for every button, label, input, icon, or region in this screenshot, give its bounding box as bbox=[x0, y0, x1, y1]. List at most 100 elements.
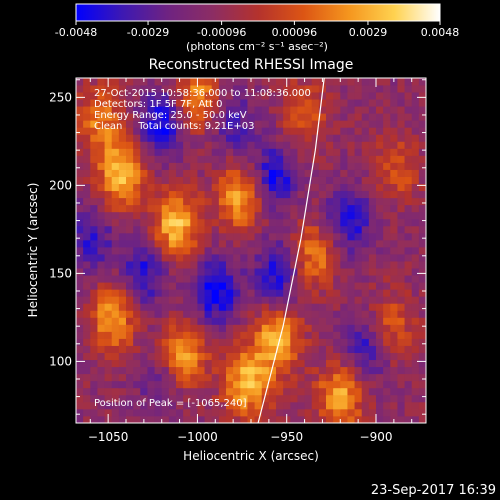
heatmap-cell bbox=[240, 394, 248, 403]
heatmap-cell bbox=[211, 408, 220, 417]
heatmap-cell bbox=[347, 197, 355, 206]
heatmap-cell bbox=[211, 225, 220, 234]
heatmap-cell bbox=[83, 324, 91, 332]
heatmap-cell bbox=[418, 134, 426, 142]
heatmap-cell bbox=[340, 197, 348, 206]
heatmap-cell bbox=[368, 387, 377, 396]
heatmap-cell bbox=[226, 85, 234, 93]
heatmap-cell bbox=[83, 261, 91, 269]
heatmap-cell bbox=[390, 387, 398, 396]
heatmap-cell bbox=[304, 331, 313, 339]
heatmap-cell bbox=[368, 155, 377, 163]
heatmap-cell bbox=[233, 261, 241, 269]
heatmap-cell bbox=[197, 324, 205, 332]
heatmap-cell bbox=[118, 324, 127, 332]
heatmap-cell bbox=[168, 282, 177, 290]
heatmap-cell bbox=[361, 106, 370, 114]
heatmap-cell bbox=[368, 366, 377, 375]
heatmap-cell bbox=[240, 190, 248, 199]
heatmap-cell bbox=[126, 246, 134, 255]
heatmap-cell bbox=[83, 134, 91, 142]
heatmap-cell bbox=[240, 324, 248, 332]
heatmap-cell bbox=[411, 310, 420, 318]
heatmap-cell bbox=[297, 204, 305, 213]
heatmap-cell bbox=[147, 120, 155, 128]
heatmap-cell bbox=[326, 275, 334, 283]
heatmap-cell bbox=[133, 218, 141, 227]
heatmap-cell bbox=[183, 85, 191, 93]
heatmap-cell bbox=[383, 275, 391, 283]
heatmap-cell bbox=[390, 232, 398, 241]
heatmap-cell bbox=[104, 289, 113, 297]
heatmap-cell bbox=[268, 113, 277, 121]
heatmap-cell bbox=[133, 275, 141, 283]
heatmap-cell bbox=[118, 85, 127, 93]
heatmap-cell bbox=[283, 113, 291, 121]
heatmap-cell bbox=[268, 338, 277, 346]
heatmap-cell bbox=[347, 415, 355, 423]
heatmap-cell bbox=[297, 380, 305, 389]
heatmap-cell bbox=[111, 317, 120, 325]
heatmap-cell bbox=[168, 127, 177, 135]
heatmap-cell bbox=[254, 338, 263, 346]
heatmap-cell bbox=[376, 373, 384, 382]
heatmap-cell bbox=[397, 85, 405, 93]
heatmap-cell bbox=[183, 169, 191, 177]
heatmap-cell bbox=[297, 331, 305, 339]
heatmap-cell bbox=[268, 218, 277, 227]
heatmap-cell bbox=[147, 296, 155, 304]
heatmap-cell bbox=[411, 401, 420, 410]
heatmap-cell bbox=[290, 106, 298, 114]
heatmap-cell bbox=[161, 366, 170, 375]
heatmap-cell bbox=[333, 183, 341, 192]
heatmap-cell bbox=[190, 239, 198, 248]
heatmap-cell bbox=[290, 317, 298, 325]
heatmap-cell bbox=[161, 345, 170, 353]
heatmap-cell bbox=[383, 190, 391, 199]
heatmap-cell bbox=[204, 261, 213, 269]
heatmap-cell bbox=[211, 254, 220, 262]
heatmap-cell bbox=[276, 162, 284, 170]
heatmap-cell bbox=[326, 352, 334, 361]
heatmap-cell bbox=[111, 394, 120, 403]
heatmap-cell bbox=[97, 289, 105, 297]
heatmap-cell bbox=[204, 331, 213, 339]
heatmap-cell bbox=[333, 366, 341, 375]
heatmap-cell bbox=[304, 99, 313, 107]
heatmap-cell bbox=[404, 317, 413, 325]
heatmap-cell bbox=[126, 331, 134, 339]
heatmap-cell bbox=[418, 331, 426, 339]
heatmap-cell bbox=[411, 380, 420, 389]
heatmap-cell bbox=[197, 239, 205, 248]
heatmap-cell bbox=[90, 303, 98, 311]
heatmap-cell bbox=[197, 331, 205, 339]
heatmap-cell bbox=[218, 268, 227, 276]
heatmap-cell bbox=[211, 317, 220, 325]
heatmap-cell bbox=[276, 78, 284, 86]
heatmap-cell bbox=[147, 134, 155, 142]
heatmap-cell bbox=[354, 169, 363, 177]
heatmap-cell bbox=[383, 268, 391, 276]
heatmap-cell bbox=[190, 373, 198, 382]
heatmap-cell bbox=[247, 331, 255, 339]
heatmap-cell bbox=[118, 225, 127, 234]
heatmap-cell bbox=[261, 127, 270, 135]
heatmap-cell bbox=[333, 359, 341, 368]
heatmap-cell bbox=[247, 345, 255, 353]
heatmap-cell bbox=[276, 366, 284, 375]
heatmap-cell bbox=[261, 408, 270, 417]
heatmap-cell bbox=[397, 246, 405, 255]
heatmap-cell bbox=[383, 106, 391, 114]
heatmap-cell bbox=[376, 106, 384, 114]
heatmap-cell bbox=[197, 113, 205, 121]
heatmap-cell bbox=[126, 303, 134, 311]
heatmap-cell bbox=[283, 310, 291, 318]
heatmap-cell bbox=[383, 169, 391, 177]
heatmap-cell bbox=[233, 162, 241, 170]
heatmap-cell bbox=[118, 92, 127, 100]
heatmap-cell bbox=[354, 373, 363, 382]
heatmap-cell bbox=[90, 141, 98, 149]
heatmap-cell bbox=[97, 380, 105, 389]
heatmap-cell bbox=[90, 275, 98, 283]
